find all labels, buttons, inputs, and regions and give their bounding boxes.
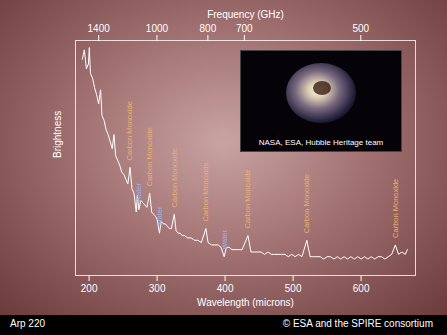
svg-text:Water: Water	[134, 182, 143, 202]
svg-text:Carbon Monoxide: Carbon Monoxide	[170, 148, 179, 207]
svg-text:Water: Water	[220, 229, 229, 249]
svg-text:Wavelength (microns): Wavelength (microns)	[197, 297, 294, 308]
html-text:Arp 220: Arp 220	[10, 318, 45, 329]
svg-text:300: 300	[149, 283, 166, 294]
svg-text:Frequency (GHz): Frequency (GHz)	[207, 9, 284, 20]
svg-text:400: 400	[217, 283, 234, 294]
svg-text:Carbon Monoxide: Carbon Monoxide	[302, 174, 311, 233]
svg-text:1400: 1400	[88, 23, 111, 34]
svg-text:700: 700	[236, 23, 253, 34]
svg-text:500: 500	[285, 283, 302, 294]
svg-text:Brightness: Brightness	[52, 111, 63, 158]
svg-text:1000: 1000	[146, 23, 169, 34]
html-text:© ESA and the SPIRE consortium: © ESA and the SPIRE consortium	[282, 318, 433, 329]
svg-text:Carbon Monoxide: Carbon Monoxide	[201, 162, 210, 221]
svg-text:Carbon Monoxide: Carbon Monoxide	[125, 101, 134, 160]
svg-text:Carbon Monoxide: Carbon Monoxide	[243, 169, 252, 228]
svg-text:Carbon Monoxide: Carbon Monoxide	[391, 179, 400, 238]
svg-text:800: 800	[200, 23, 217, 34]
svg-text:Carbon Monoxide: Carbon Monoxide	[145, 127, 154, 186]
svg-text:Water: Water	[155, 206, 164, 226]
svg-text:200: 200	[81, 283, 98, 294]
svg-text:500: 500	[352, 23, 369, 34]
html-text:NASA, ESA, Hubble Heritage tea: NASA, ESA, Hubble Heritage team	[258, 138, 384, 147]
svg-text:600: 600	[353, 283, 370, 294]
